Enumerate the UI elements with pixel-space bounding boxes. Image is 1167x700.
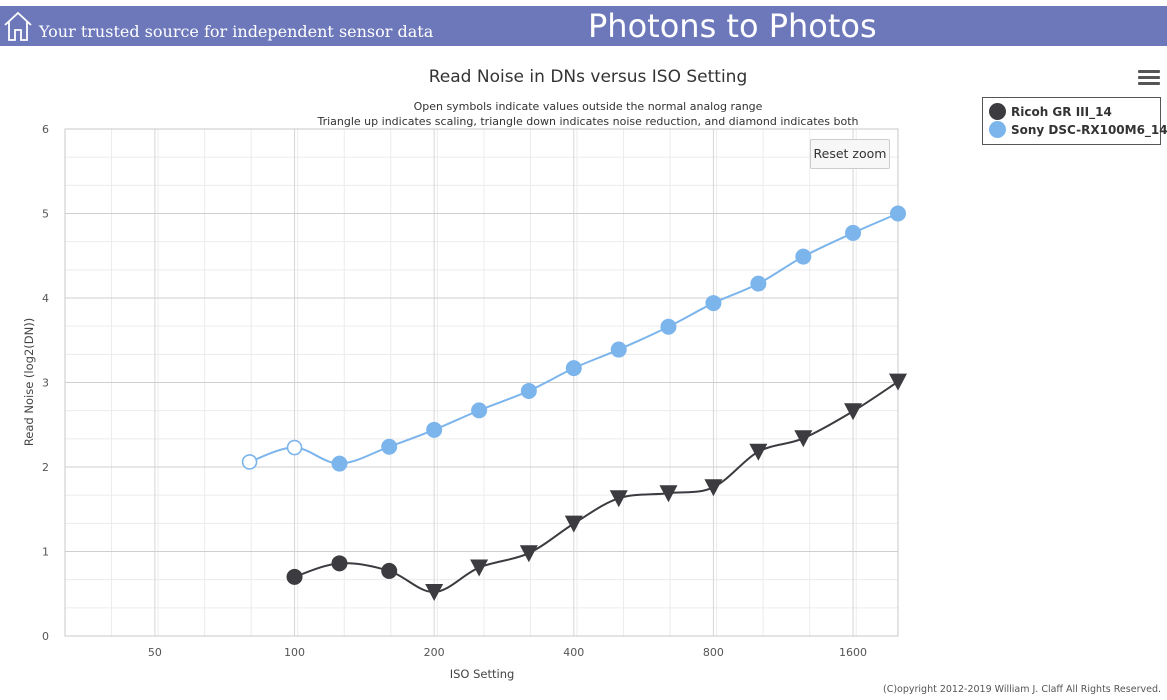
data-point bbox=[564, 515, 583, 533]
data-point bbox=[659, 485, 678, 503]
data-point bbox=[705, 295, 722, 312]
data-point bbox=[609, 490, 628, 508]
chart-subtitle-line-2: Triangle up indicates scaling, triangle … bbox=[316, 115, 858, 128]
home-icon[interactable] bbox=[3, 10, 33, 42]
data-point bbox=[660, 318, 677, 335]
reset-zoom-button[interactable]: Reset zoom bbox=[810, 139, 890, 169]
data-point bbox=[889, 373, 907, 391]
data-point bbox=[470, 559, 489, 577]
y-tick-label: 5 bbox=[42, 208, 49, 221]
data-point bbox=[750, 275, 767, 292]
data-point bbox=[890, 205, 906, 222]
data-point bbox=[426, 421, 443, 438]
y-axis-title: Read Noise (log2(DN)) bbox=[22, 318, 36, 446]
chart-legend: Ricoh GR III_14 Sony DSC-RX100M6_14 bbox=[982, 97, 1167, 145]
x-tick-label: 100 bbox=[284, 646, 305, 659]
site-tagline: Your trusted source for independent sens… bbox=[39, 22, 434, 41]
data-point bbox=[794, 430, 813, 448]
data-point bbox=[610, 341, 627, 358]
chart-title: Read Noise in DNs versus ISO Setting bbox=[429, 67, 748, 87]
header-bar: Your trusted source for independent sens… bbox=[0, 6, 1167, 46]
data-point bbox=[844, 403, 863, 421]
series-0 bbox=[286, 373, 907, 602]
data-point bbox=[331, 555, 348, 572]
data-point bbox=[331, 455, 348, 472]
x-tick-label: 200 bbox=[424, 646, 445, 659]
y-tick-label: 2 bbox=[42, 461, 49, 474]
data-point bbox=[381, 562, 398, 579]
legend-label-ricoh: Ricoh GR III_14 bbox=[1011, 105, 1112, 119]
series-1 bbox=[241, 205, 906, 472]
data-point bbox=[286, 439, 303, 456]
chart-series bbox=[241, 205, 907, 602]
data-point bbox=[519, 545, 538, 563]
site-title[interactable]: Photons to Photos bbox=[588, 7, 877, 45]
chart-subtitle-line-1: Open symbols indicate values outside the… bbox=[414, 100, 763, 113]
data-point bbox=[381, 438, 398, 455]
legend-marker-ricoh bbox=[989, 103, 1006, 120]
y-tick-label: 6 bbox=[42, 123, 49, 136]
data-point bbox=[471, 402, 488, 419]
x-tick-label: 50 bbox=[148, 646, 162, 659]
data-point bbox=[425, 584, 444, 602]
data-point bbox=[286, 568, 303, 585]
x-tick-label: 800 bbox=[703, 646, 724, 659]
x-tick-label: 400 bbox=[563, 646, 584, 659]
y-tick-label: 3 bbox=[42, 377, 49, 390]
data-point bbox=[565, 360, 582, 377]
legend-marker-sony bbox=[989, 121, 1006, 138]
data-point bbox=[749, 443, 768, 461]
axis-labels: 50 100 200 400 800 1600 0 1 2 3 4 5 6 bbox=[42, 123, 867, 659]
data-point bbox=[704, 479, 723, 497]
y-tick-label: 1 bbox=[42, 546, 49, 559]
x-axis-title: ISO Setting bbox=[450, 667, 515, 681]
series-line bbox=[294, 380, 899, 594]
copyright-text: (C)opyright 2012-2019 William J. Claff A… bbox=[882, 684, 1161, 695]
x-tick-label: 1600 bbox=[839, 646, 867, 659]
y-tick-label: 4 bbox=[42, 292, 49, 305]
data-point bbox=[520, 382, 537, 399]
y-tick-label: 0 bbox=[42, 630, 49, 643]
chart-context-menu-icon[interactable] bbox=[1138, 70, 1160, 88]
data-point bbox=[241, 454, 258, 470]
data-point bbox=[845, 224, 862, 241]
legend-label-sony: Sony DSC-RX100M6_14 bbox=[1011, 123, 1167, 137]
data-point bbox=[795, 248, 812, 265]
